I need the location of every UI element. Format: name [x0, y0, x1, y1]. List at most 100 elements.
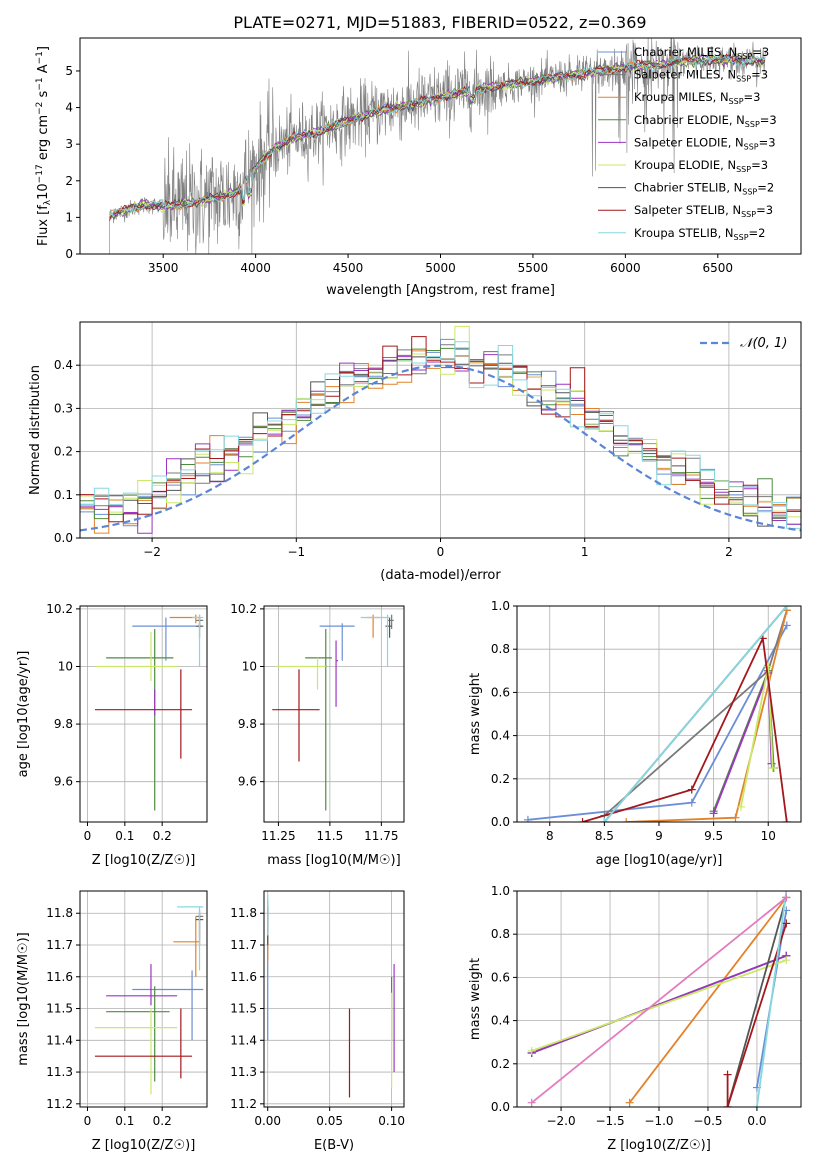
y-tick-label: 5 — [65, 64, 73, 78]
x-axis-label: Z [log10(Z/Z☉)] — [92, 853, 196, 868]
y-tick-label: 0.0 — [491, 815, 510, 829]
weight-line — [603, 606, 788, 822]
x-tick-label: 6000 — [610, 261, 641, 275]
y-tick-label: 3 — [65, 137, 73, 151]
weight-line — [756, 891, 788, 1107]
y-tick-label: 11.7 — [230, 938, 257, 952]
x-tick-label: −0.5 — [693, 1114, 722, 1128]
x-axis-label: age [log10(age/yr)] — [596, 853, 723, 868]
x-tick-label: 0.05 — [316, 1114, 343, 1128]
weight-line — [628, 896, 788, 1104]
y-tick-label: 0.2 — [491, 772, 510, 786]
x-tick-label: 3500 — [148, 261, 179, 275]
x-tick-label: −2.0 — [546, 1114, 575, 1128]
legend-label: Kroupa ELODIE, NSSP=3 — [634, 158, 768, 174]
y-tick-label: 0.1 — [54, 488, 73, 502]
mass_vs_ebv-plot — [267, 894, 395, 1098]
normal-curve — [80, 364, 801, 532]
y-tick-label: 10.2 — [230, 602, 257, 616]
y-tick-label: 0.0 — [54, 531, 73, 545]
x-tick-label: 0 — [84, 829, 92, 843]
model-spectrum-line — [109, 55, 766, 220]
weight_vs_Z-axes: −2.0 −1.5 −1.0 −0.5 0.0 0.0 0.2 0.4 0.6 0.8 1.0 — [491, 884, 801, 1128]
weight_vs_Z-plot — [527, 891, 791, 1107]
legend-label: Salpeter STELIB, NSSP=3 — [634, 203, 773, 219]
x-tick-label: 1 — [581, 545, 589, 559]
x-tick-label: 0 — [84, 1114, 92, 1128]
figure-title: PLATE=0271, MJD=51883, FIBERID=0522, z=0… — [233, 13, 646, 32]
residual-plot — [80, 325, 801, 538]
legend-label: Kroupa MILES, NSSP=3 — [634, 90, 760, 106]
x-tick-label: 9 — [655, 829, 663, 843]
axes-frame — [79, 37, 802, 255]
y-tick-label: 0.4 — [491, 729, 510, 743]
legend-label: Salpeter ELODIE, NSSP=3 — [634, 135, 776, 151]
y-tick-label: 1.0 — [491, 884, 510, 898]
y-tick-label: 9.8 — [238, 717, 257, 731]
y-axis-label: mass [log10(M/M☉)] — [16, 932, 31, 1065]
y-tick-label: 11.5 — [46, 1002, 73, 1016]
y-tick-label: 11.2 — [46, 1097, 73, 1111]
x-tick-label: −1.5 — [595, 1114, 624, 1128]
y-tick-label: 9.6 — [54, 775, 73, 789]
axes-frame — [516, 605, 802, 823]
weight_vs_age-axes: 8 8.5 9 9.5 10 0.0 0.2 0.4 0.6 0.8 1.0 — [491, 599, 801, 843]
weight-line — [726, 897, 788, 1107]
x-axis-label: wavelength [Angstrom, rest frame] — [326, 283, 555, 298]
x-tick-label: 10 — [761, 829, 776, 843]
y-tick-label: 0.4 — [491, 1014, 510, 1028]
x-axis-label: E(B-V) — [314, 1138, 354, 1153]
age_vs_Z-axes: 0 0.1 0.2 9.6 9.8 10 10.2 — [46, 602, 207, 843]
x-axis-label: Z [log10(Z/Z☉)] — [92, 1138, 196, 1153]
weight-line — [531, 954, 787, 1054]
spectrum-plot — [109, 38, 766, 254]
y-tick-label: 1.0 — [491, 599, 510, 613]
y-tick-label: 11.8 — [46, 906, 73, 920]
legend-label: Chabrier MILES, NSSP=3 — [634, 45, 769, 61]
x-tick-label: 11.75 — [364, 829, 398, 843]
y-tick-label: 0.6 — [491, 970, 510, 984]
mass_vs_ebv-axes: 0.00 0.05 0.10 11.2 11.3 11.4 11.5 11.6 11.7 11.8 — [230, 891, 405, 1128]
axes-frame — [263, 605, 405, 823]
y-axis-label: mass weight — [468, 958, 483, 1040]
legend-label: Salpeter MILES, NSSP=3 — [634, 68, 768, 84]
y-tick-label: 0.2 — [491, 1057, 510, 1071]
axes-frame — [79, 321, 802, 539]
y-axis-label: mass weight — [468, 673, 483, 755]
axes-frame — [79, 605, 208, 823]
x-tick-label: 11.25 — [261, 829, 295, 843]
x-tick-label: −2 — [143, 545, 161, 559]
x-tick-label: 5000 — [425, 261, 456, 275]
x-tick-label: 0.2 — [153, 1114, 172, 1128]
x-axis-label: mass [log10(M/M☉)] — [267, 853, 400, 868]
weight-line — [531, 959, 787, 1052]
weight_vs_age-plot — [523, 606, 791, 822]
y-tick-label: 0.6 — [491, 685, 510, 699]
x-tick-label: 6500 — [703, 261, 734, 275]
y-tick-label: 0 — [65, 247, 73, 261]
y-axis-label: age [log10(age/yr)] — [16, 651, 31, 778]
axes-frame — [79, 890, 208, 1108]
observed-spectrum — [109, 38, 766, 254]
y-tick-label: 0.4 — [54, 358, 73, 372]
y-tick-label: 11.4 — [230, 1033, 257, 1047]
y-axis-label: Flux [fλ10−17 erg cm−2 s−1 A−1] — [35, 46, 53, 246]
x-tick-label: 0.2 — [153, 829, 172, 843]
x-tick-label: −1.0 — [644, 1114, 673, 1128]
weight-line — [531, 896, 787, 1104]
residual-histogram — [80, 341, 801, 538]
x-tick-label: 0 — [437, 545, 445, 559]
legend-label: Chabrier ELODIE, NSSP=3 — [634, 113, 777, 129]
y-axis-label: Normed distribution — [28, 365, 43, 495]
x-axis-label: Z [log10(Z/Z☉)] — [607, 1138, 711, 1153]
y-tick-label: 10 — [242, 659, 257, 673]
y-tick-label: 4 — [65, 101, 73, 115]
y-tick-label: 2 — [65, 174, 73, 188]
age_vs_Z-plot — [94, 614, 204, 811]
x-tick-label: 8.5 — [595, 829, 614, 843]
y-tick-label: 11.3 — [46, 1065, 73, 1079]
y-tick-label: 1 — [65, 210, 73, 224]
x-tick-label: 0.0 — [747, 1114, 766, 1128]
y-tick-label: 0.8 — [491, 642, 510, 656]
